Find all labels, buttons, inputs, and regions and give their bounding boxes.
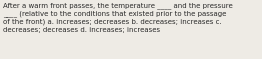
Text: After a warm front passes, the temperature ____ and the pressure
____ (relative : After a warm front passes, the temperatu… [3, 2, 233, 33]
